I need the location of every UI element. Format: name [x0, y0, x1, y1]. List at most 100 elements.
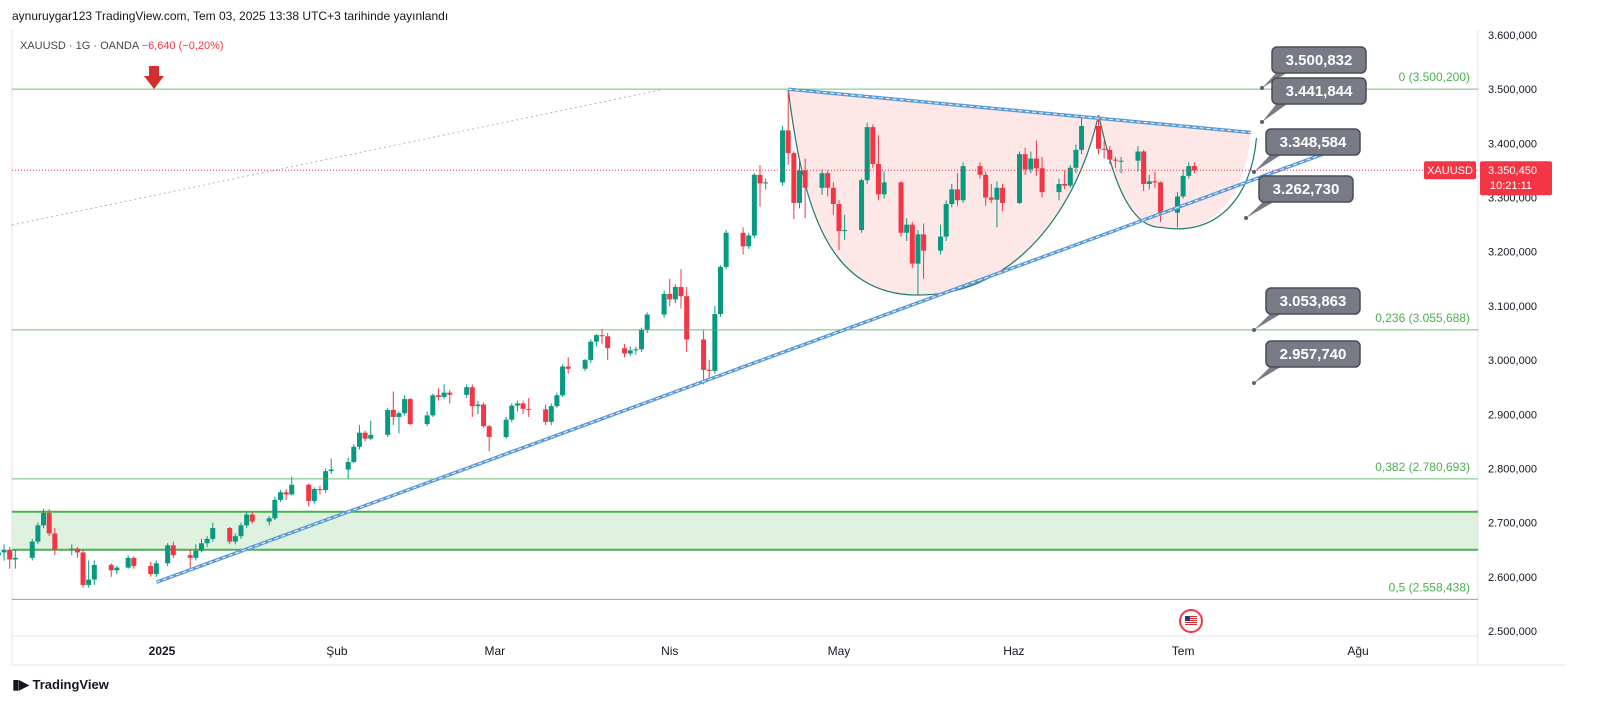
candle-body: [0, 552, 1, 556]
fib-level-label: 0,382 (2.780,693): [1375, 460, 1470, 474]
candle: [526, 398, 532, 417]
price-callout[interactable]: 2.957,740: [1252, 340, 1361, 385]
candle-body: [193, 550, 199, 558]
candle: [684, 286, 690, 352]
callout-anchor: [1252, 381, 1256, 385]
candle-body: [232, 536, 238, 542]
price-axis-label: 2.500,000: [1488, 626, 1537, 638]
symbol-price-tag: XAUUSD: [1424, 161, 1476, 180]
price-tag-countdown: 10:21:11: [1490, 180, 1532, 192]
candle-body: [757, 174, 763, 184]
candle: [954, 173, 960, 206]
price-tag-box: [1480, 161, 1552, 196]
time-axis-label: May: [828, 644, 851, 658]
candle-body: [74, 548, 80, 553]
candle-body: [1039, 168, 1045, 193]
candle: [46, 509, 52, 537]
candle-body: [644, 314, 650, 330]
price-callout[interactable]: 3.262,730: [1244, 175, 1354, 220]
candle-body: [633, 349, 639, 351]
candle-body: [424, 415, 430, 425]
candle-body: [91, 564, 97, 580]
candle-body: [170, 545, 176, 556]
candle: [802, 158, 808, 219]
callout-box: [1271, 46, 1367, 74]
candle-body: [994, 187, 1000, 200]
candle-body: [435, 395, 441, 397]
flag-stripe: [1185, 620, 1197, 621]
candle: [464, 384, 470, 399]
candle-body: [86, 579, 92, 585]
us-flag-event-icon[interactable]: [1179, 609, 1203, 633]
candle-body: [943, 204, 949, 237]
candle-body: [1067, 167, 1073, 186]
candle: [385, 407, 391, 438]
candle: [249, 511, 255, 524]
candle-body: [153, 563, 159, 575]
candle-body: [791, 153, 797, 203]
time-axis-label: Şub: [326, 644, 348, 658]
candle: [1146, 174, 1152, 190]
candle: [898, 181, 904, 237]
candle: [751, 173, 757, 239]
candle: [317, 485, 323, 495]
price-callout[interactable]: 3.053,863: [1252, 287, 1361, 332]
candle: [204, 536, 210, 548]
candle: [949, 184, 955, 208]
callout-anchor: [1244, 216, 1248, 220]
candle-body: [1073, 149, 1079, 168]
candle: [1118, 156, 1124, 174]
candle: [29, 538, 35, 561]
candle-body: [864, 127, 870, 181]
price-axis-label: 2.900,000: [1488, 409, 1537, 421]
candle: [306, 483, 312, 507]
candle-body: [311, 489, 317, 501]
candle: [311, 487, 317, 504]
candle-body: [605, 336, 611, 349]
symbol-legend[interactable]: XAUUSD · 1G · OANDA −6,640 (−0,20%): [20, 40, 224, 52]
candle-body: [684, 296, 690, 340]
tradingview-logo-text: TradingView: [32, 677, 109, 692]
candle: [7, 547, 13, 569]
candle: [588, 339, 594, 363]
price-callout[interactable]: 3.348,584: [1252, 128, 1361, 174]
candle: [170, 541, 176, 558]
candle: [114, 565, 120, 575]
time-axis-label: 2025: [149, 644, 176, 658]
candle: [514, 400, 520, 412]
candle: [91, 560, 97, 585]
candle: [915, 230, 921, 296]
candle: [108, 563, 114, 577]
candle-body: [954, 189, 960, 201]
candle: [362, 430, 368, 442]
candle: [723, 230, 729, 270]
candle: [859, 178, 865, 233]
callout-box: [1265, 340, 1361, 368]
candle: [627, 346, 633, 356]
candle-body: [514, 403, 520, 406]
candle-body: [283, 492, 289, 495]
candle-body: [780, 130, 786, 183]
candle-body: [323, 471, 329, 491]
candle: [1056, 178, 1062, 201]
price-axis-label: 2.700,000: [1488, 518, 1537, 530]
candle: [909, 221, 915, 268]
candle: [1174, 192, 1180, 228]
price-tag-value: 3.350,450: [1488, 165, 1537, 177]
candle: [842, 214, 848, 240]
symbol-tag-text: XAUUSD: [1427, 165, 1473, 177]
candle-body: [751, 174, 757, 236]
candle-body: [345, 461, 351, 470]
candle: [796, 160, 802, 209]
price-axis-label: 3.200,000: [1488, 247, 1537, 259]
legend-symbol: XAUUSD · 1G · OANDA: [20, 40, 139, 52]
candle-body: [904, 224, 910, 233]
price-callout[interactable]: 3.441,844: [1260, 77, 1367, 124]
tradingview-logo[interactable]: ▮▶ TradingView: [12, 676, 109, 693]
candle-body: [915, 234, 921, 264]
candle-body: [898, 182, 904, 233]
candle: [227, 526, 233, 545]
candle: [560, 364, 566, 397]
candle-body: [289, 484, 295, 495]
